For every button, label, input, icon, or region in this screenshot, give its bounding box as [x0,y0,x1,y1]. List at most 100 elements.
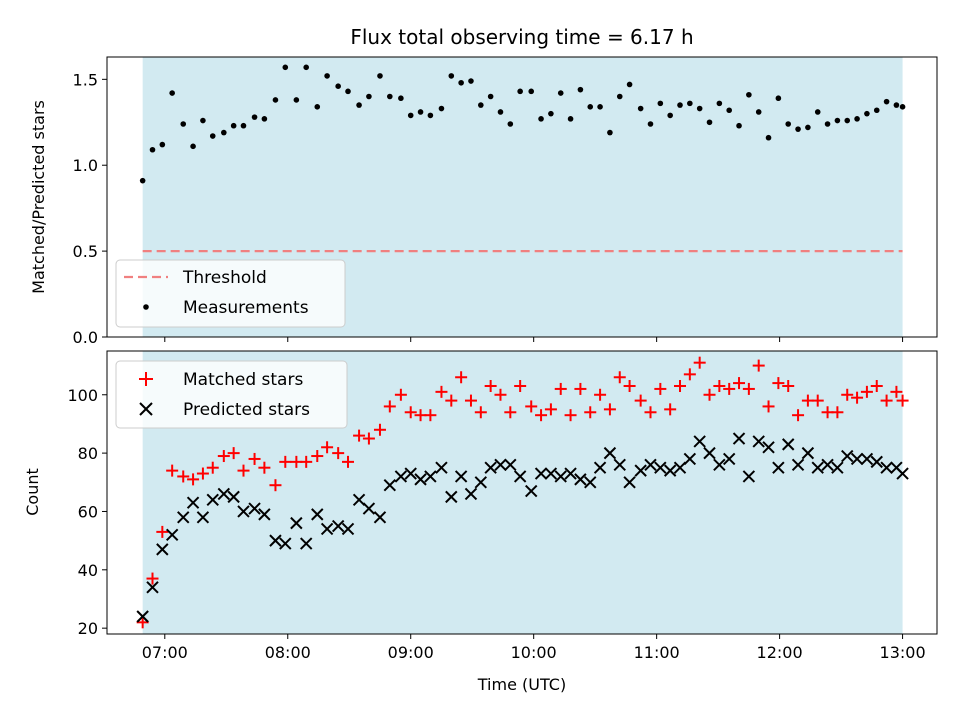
measurement-point [528,88,535,95]
predicted-star-point [454,470,468,483]
measurement-point [726,107,732,114]
predicted-star-point [613,458,626,471]
measurement-point [873,107,880,114]
matched-star-point [664,403,677,416]
predicted-star-point [383,478,397,492]
measurement-point [517,88,523,95]
y-tick-label: 1.5 [73,70,98,89]
measurement-point [407,112,414,119]
predicted-star-point [593,461,607,474]
matched-star-point [196,467,209,480]
measurement-point [677,102,683,108]
matched-star-point [654,382,667,395]
measurement-point [303,64,310,71]
measurement-point [746,91,752,98]
measurement-point [657,100,664,107]
measurement-point [647,121,654,127]
predicted-star-point [206,493,219,507]
matched-star-point [880,394,893,407]
matched-star-point [535,409,548,422]
predicted-star-point [732,432,746,445]
measurement-point [597,104,603,110]
matched-star-point [851,391,864,404]
measurement-point [626,81,633,88]
measurement-point [795,126,801,132]
predicted-star-point [237,505,250,518]
measurement-point [356,102,362,108]
predicted-star-point [299,537,313,550]
matched-star-point [733,377,746,390]
panel-count-frame [106,350,938,635]
matched-star-point [248,452,261,465]
measurement-point [324,73,330,79]
predicted-star-point [320,522,334,536]
predicted-star-point [258,508,271,521]
panel-ratio-frame [106,56,938,338]
matched-star-point [494,388,507,401]
predicted-star-point [782,438,795,451]
predicted-star-point [217,487,231,501]
measurement-point [616,93,623,100]
predicted-star-point [165,528,179,542]
measurement-point [221,129,227,136]
predicted-star-point [352,493,366,507]
matched-star-point [146,572,159,585]
measurement-point [345,88,351,95]
predicted-star-point [574,473,587,486]
predicted-star-point [870,455,883,469]
predicted-star-point [634,464,647,477]
predicted-star-point [801,446,815,460]
y-tick-label: 40 [78,561,98,580]
matched-star-point [603,403,616,416]
measurement-point [398,95,404,102]
measurement-point [567,116,574,122]
matched-star-point [435,385,448,398]
measurement-point [149,146,156,153]
measurement-point [458,79,464,86]
measurement-point [716,100,723,107]
matched-star-point [514,380,527,393]
legend-matched-label: Matched stars [183,370,303,390]
matched-star-point [683,368,696,381]
measurements-series [139,64,906,184]
matched-star-point [782,380,795,393]
predicted-star-point [683,452,697,466]
predicted-star-point [525,484,538,498]
predicted-star-point [394,470,408,483]
legend-measurements-swatch [143,304,149,310]
predicted-star-point [752,435,765,448]
matched-star-point [187,473,200,486]
matched-star-point [136,616,149,629]
matched-star-point [217,450,230,463]
predicted-star-point [311,508,324,521]
measurement-point [785,121,792,127]
y-tick-label: 1.0 [73,156,98,175]
predicted-star-point [603,446,617,460]
predicted-star-point [424,470,437,483]
measurement-point [864,110,870,117]
predicted-star-point [554,470,567,483]
measurement-point [159,141,166,148]
predicted-star-point [821,458,834,471]
measurement-point [814,109,821,115]
measurement-point [169,90,175,96]
matched-star-point [634,394,647,407]
matched-star-point [353,429,366,442]
y-tick-label: 20 [78,619,98,638]
matched-star-point [723,382,736,395]
predicted-star-point [623,476,636,489]
matched-star-point [279,455,292,468]
matched-star-point [752,359,765,372]
predicted-star-point [811,461,824,474]
measurement-point [468,78,474,84]
measurement-point [899,104,906,110]
x-tick-label: 12:00 [757,643,803,662]
matched-star-point [373,423,386,436]
matched-star-point [484,380,497,393]
measurement-point [577,86,584,93]
predicted-star-point [474,476,488,489]
matched-star-point [394,388,407,401]
matched-star-point [584,406,597,419]
predicted-star-point [186,496,200,509]
